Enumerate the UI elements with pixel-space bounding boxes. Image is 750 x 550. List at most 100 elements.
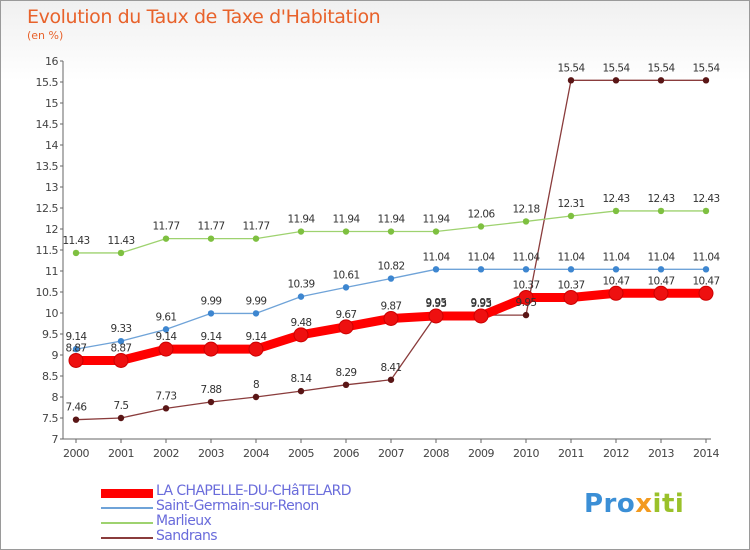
data-label: 9.95 — [516, 297, 537, 309]
y-tick-label: 14 — [45, 139, 58, 152]
data-point — [342, 284, 350, 291]
data-label: 9.14 — [246, 331, 268, 343]
x-tick-label: 2002 — [153, 447, 179, 460]
legend-label: Saint-Germain-sur-Renon — [156, 498, 319, 514]
data-label: 9.14 — [66, 331, 88, 343]
data-point — [567, 266, 575, 273]
data-label: 11.77 — [197, 221, 224, 233]
data-label: 10.37 — [557, 279, 584, 291]
chart-title: Evolution du Taux de Taxe d'Habitation — [27, 6, 381, 28]
data-point — [428, 308, 444, 324]
x-tick-label: 2006 — [333, 447, 359, 460]
data-point — [72, 345, 80, 353]
data-label: 9.99 — [201, 295, 222, 307]
data-point — [252, 235, 260, 242]
x-tick-label: 2005 — [288, 447, 314, 460]
data-point — [608, 285, 624, 301]
data-label: 9.95 — [471, 297, 492, 309]
data-point — [518, 289, 534, 305]
data-point — [72, 249, 80, 257]
data-point — [117, 249, 125, 257]
data-label: 9.95 — [426, 297, 447, 309]
x-tick-label: 2008 — [423, 447, 449, 460]
data-point — [297, 228, 305, 235]
data-point — [207, 310, 215, 317]
data-point — [72, 416, 80, 423]
data-label: 10.39 — [287, 279, 314, 291]
data-point — [162, 405, 170, 412]
chart-subtitle: (en %) — [27, 29, 64, 42]
data-label: 11.94 — [422, 214, 450, 226]
data-label: 11.04 — [647, 251, 675, 263]
data-point — [477, 266, 485, 273]
data-point — [522, 218, 530, 225]
data-point — [612, 77, 620, 84]
data-label: 9.93 — [426, 298, 447, 310]
data-point — [342, 381, 350, 389]
data-point — [293, 327, 309, 343]
data-label: 12.31 — [557, 198, 584, 210]
y-tick-label: 11.5 — [36, 244, 59, 257]
data-label: 12.43 — [602, 193, 629, 205]
data-label: 15.54 — [557, 62, 585, 74]
x-tick-label: 2009 — [468, 447, 494, 460]
y-tick-label: 9.5 — [42, 328, 58, 341]
data-point — [477, 223, 485, 230]
data-label: 8 — [253, 379, 259, 391]
data-point — [248, 341, 264, 357]
data-label: 10.47 — [647, 275, 674, 287]
data-point — [162, 326, 170, 333]
data-point — [162, 235, 170, 242]
data-point — [342, 228, 350, 235]
data-point — [612, 266, 620, 273]
data-label: 9.93 — [471, 298, 492, 310]
data-label: 8.87 — [111, 342, 132, 354]
x-tick-label: 2001 — [108, 447, 134, 460]
y-tick-label: 9 — [52, 349, 59, 362]
legend-label: LA CHAPELLE-DU-CHâTELARD — [156, 483, 352, 499]
data-label: 8.87 — [66, 342, 87, 354]
data-label: 12.43 — [647, 193, 674, 205]
data-point — [653, 285, 669, 301]
data-label: 15.54 — [602, 62, 630, 74]
data-label: 9.61 — [156, 311, 177, 323]
data-point — [432, 228, 440, 235]
data-label: 11.04 — [422, 251, 450, 263]
data-point — [563, 289, 579, 305]
x-tick-label: 2004 — [243, 447, 269, 460]
y-tick-label: 13.5 — [36, 160, 59, 173]
data-label: 11.77 — [242, 221, 269, 233]
data-label: 10.61 — [332, 269, 359, 281]
data-label: 9.14 — [156, 331, 178, 343]
data-label: 8.29 — [336, 367, 357, 379]
data-point — [702, 207, 710, 215]
data-point — [657, 77, 665, 84]
x-tick-label: 2011 — [558, 447, 584, 460]
data-label: 7.88 — [201, 384, 222, 396]
x-tick-label: 2014 — [693, 447, 719, 460]
data-label: 10.47 — [602, 275, 629, 287]
y-tick-label: 11 — [45, 265, 58, 278]
data-point — [657, 266, 665, 273]
data-label: 12.43 — [692, 193, 719, 205]
data-label: 11.04 — [557, 251, 585, 263]
data-point — [203, 341, 219, 357]
data-label: 11.94 — [287, 214, 315, 226]
y-tick-label: 10 — [45, 307, 58, 320]
data-label: 12.06 — [467, 208, 495, 220]
x-tick-label: 2010 — [513, 447, 539, 460]
data-label: 7.5 — [114, 400, 129, 412]
data-point — [252, 310, 260, 317]
data-point — [207, 398, 215, 406]
data-point — [522, 266, 530, 273]
data-point — [68, 352, 84, 368]
proxiti-logo: Proxiti — [584, 489, 685, 519]
data-point — [297, 293, 305, 300]
data-label: 11.43 — [107, 235, 134, 247]
x-tick-label: 2000 — [63, 447, 89, 460]
data-point — [522, 311, 530, 319]
data-point — [698, 285, 714, 301]
x-tick-label: 2012 — [603, 447, 629, 460]
y-tick-label: 12.5 — [36, 202, 59, 215]
data-label: 15.54 — [692, 62, 720, 74]
